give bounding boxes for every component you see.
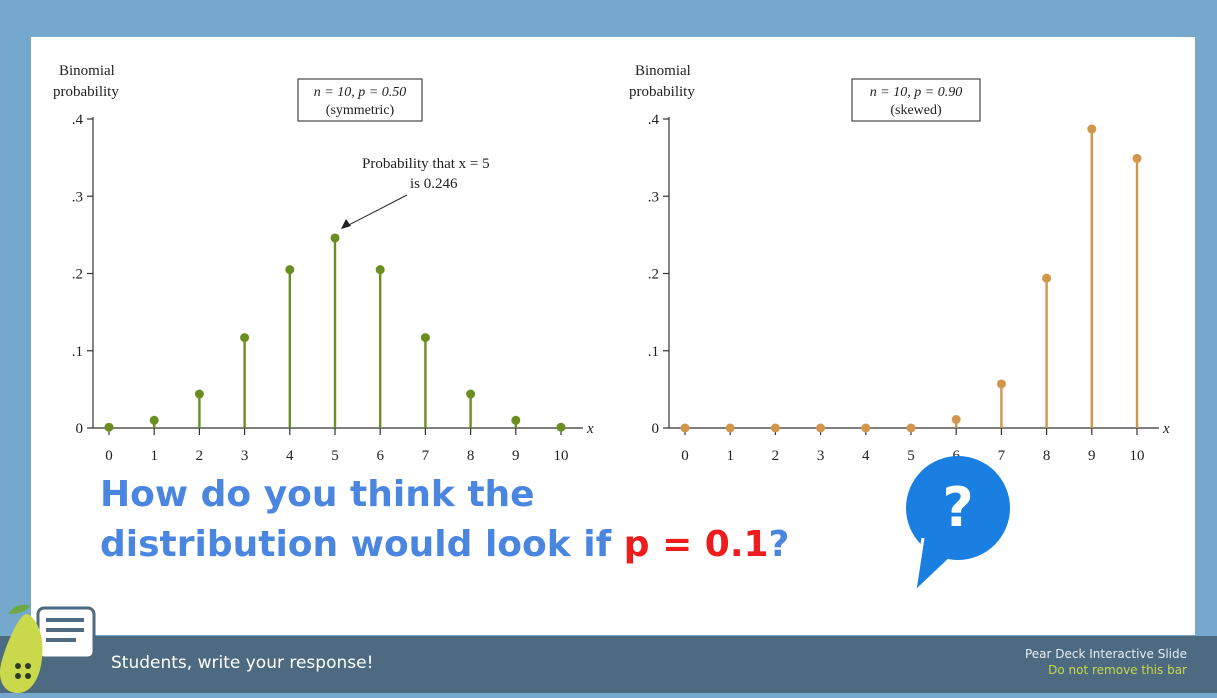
response-prompt[interactable]: Students, write your response! — [111, 653, 374, 673]
xtick-label: 7 — [998, 448, 1006, 464]
ytick-label: .4 — [72, 112, 84, 128]
xtick-label: 2 — [196, 448, 204, 464]
annotation-line-1: n = 10, p = 0.90 — [870, 85, 962, 100]
ytick-label: 0 — [76, 421, 84, 437]
ylabel-line-2: probability — [53, 84, 119, 100]
xtick-label: 6 — [376, 448, 384, 464]
point-4 — [861, 423, 871, 433]
xtick-label: 9 — [512, 448, 520, 464]
xtick-label: 8 — [1043, 448, 1051, 464]
xtick-label: 5 — [907, 448, 915, 464]
callout-arrow — [342, 194, 408, 229]
point-7 — [420, 333, 430, 343]
question-glyph: ? — [942, 476, 973, 539]
xtick-label: 1 — [150, 448, 158, 464]
point-1 — [725, 423, 735, 433]
point-8 — [466, 389, 476, 399]
chart-symmetric: Binomial probability x 0 .1 .2 .3 .4 0 1 2 3 4 5 6 7 8 9 1… — [51, 37, 611, 477]
point-0 — [680, 423, 690, 433]
ytick-label: .1 — [648, 344, 659, 360]
point-1 — [149, 415, 159, 425]
point-2 — [770, 423, 780, 433]
annotation-box: n = 10, p = 0.50 (symmetric) — [297, 78, 423, 122]
xtick-label: 4 — [286, 448, 294, 464]
point-8 — [1042, 273, 1052, 283]
xtick-label: 3 — [241, 448, 249, 464]
annotation-line-2: (symmetric) — [326, 103, 395, 118]
xaxis-label: x — [1162, 421, 1170, 437]
annotation-box: n = 10, p = 0.90 (skewed) — [851, 78, 981, 122]
xtick-label: 10 — [554, 448, 569, 464]
brand-line-2: Do not remove this bar — [1048, 663, 1187, 677]
xtick-label: 2 — [772, 448, 780, 464]
point-9 — [1087, 124, 1097, 134]
ytick-label: 0 — [652, 421, 660, 437]
point-6 — [375, 265, 385, 275]
point-3 — [240, 333, 250, 343]
pear-deck-branding: Pear Deck Interactive Slide Do not remov… — [1025, 646, 1187, 678]
xtick-label: 0 — [681, 448, 689, 464]
question-bubble-icon: ? — [893, 452, 1017, 597]
point-5 — [906, 423, 916, 433]
slide-canvas: Binomial probability x 0 .1 .2 .3 .4 0 1 2 3 4 5 6 7 8 9 1… — [31, 37, 1195, 635]
xtick-label: 10 — [1130, 448, 1145, 464]
point-5 — [330, 233, 340, 243]
pear-mascot-icon — [0, 600, 100, 698]
ytick-label: .4 — [648, 112, 660, 128]
ytick-label: .3 — [72, 189, 83, 205]
callout-line-2: is 0.246 — [410, 176, 458, 192]
xtick-label: 8 — [467, 448, 475, 464]
ylabel-line-1: Binomial — [635, 63, 691, 79]
question-line-2: distribution would look if p = 0.1? — [100, 520, 789, 570]
callout-line-1: Probability that x = 5 — [362, 156, 490, 172]
chart-skewed: Binomial probability x 0 .1 .2 .3 .4 0 1 2 3 4 5 6 7 8 9 1… — [627, 37, 1187, 477]
ytick-label: .1 — [72, 344, 83, 360]
point-6 — [951, 415, 961, 425]
point-2 — [194, 389, 204, 399]
xtick-label: 4 — [862, 448, 870, 464]
xtick-label: 1 — [726, 448, 734, 464]
pear-deck-response-bar[interactable]: Students, write your response! Pear Deck… — [0, 636, 1217, 693]
annotation-line-2: (skewed) — [890, 103, 942, 118]
ylabel-line-1: Binomial — [59, 63, 115, 79]
point-4 — [285, 265, 295, 275]
xtick-label: 6 — [952, 448, 960, 464]
annotation-frame — [297, 78, 423, 122]
question-highlight: p = 0.1 — [623, 524, 769, 565]
xtick-label: 5 — [331, 448, 339, 464]
ylabel-line-2: probability — [629, 84, 695, 100]
annotation-frame — [851, 78, 981, 122]
point-9 — [511, 415, 521, 425]
xaxis-label: x — [586, 421, 594, 437]
callout-arrowhead — [341, 218, 351, 229]
chart-svg-0: Binomial probability x 0 .1 .2 .3 .4 0 1 2 3 4 5 6 7 8 9 1… — [53, 63, 594, 464]
question-line-2-text: distribution would look if — [100, 524, 624, 565]
xtick-label: 3 — [817, 448, 825, 464]
xtick-label: 7 — [422, 448, 430, 464]
ytick-label: .2 — [72, 267, 83, 283]
question-mark: ? — [768, 524, 790, 565]
chart-svg-1: Binomial probability x 0 .1 .2 .3 .4 0 1 2 3 4 5 6 7 8 9 1… — [629, 63, 1170, 464]
point-3 — [816, 423, 826, 433]
question-text: How do you think the distribution would … — [100, 470, 789, 570]
point-10 — [556, 422, 566, 432]
point-7 — [996, 379, 1006, 389]
annotation-line-1: n = 10, p = 0.50 — [314, 85, 406, 100]
question-line-1: How do you think the — [100, 474, 535, 515]
ytick-label: .3 — [648, 189, 659, 205]
point-0 — [104, 422, 114, 432]
xtick-label: 9 — [1088, 448, 1096, 464]
ytick-label: .2 — [648, 267, 659, 283]
point-10 — [1132, 153, 1142, 163]
brand-line-1: Pear Deck Interactive Slide — [1024, 647, 1187, 661]
xtick-label: 0 — [105, 448, 113, 464]
